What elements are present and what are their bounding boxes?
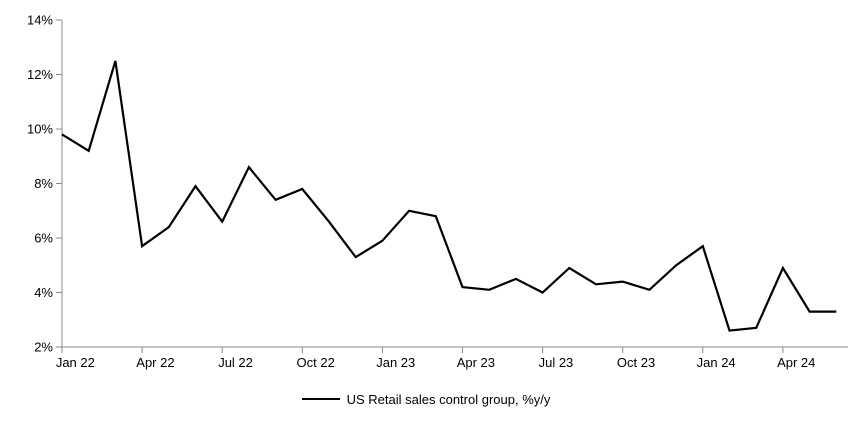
x-tick-label: Apr 24 xyxy=(777,355,815,370)
y-tick-label: 8% xyxy=(34,176,53,191)
x-tick-label: Jul 23 xyxy=(539,355,574,370)
legend-label: US Retail sales control group, %y/y xyxy=(346,391,551,407)
y-tick-label: 6% xyxy=(34,231,53,246)
legend-line-swatch xyxy=(301,398,340,400)
y-tick-label: 12% xyxy=(27,67,53,82)
data-line-series xyxy=(61,60,837,332)
x-tick-label: Jul 22 xyxy=(218,355,253,370)
legend: US Retail sales control group, %y/y xyxy=(0,389,852,409)
x-tick-label: Jan 24 xyxy=(697,355,736,370)
x-tick-label: Jan 22 xyxy=(56,355,95,370)
y-tick-label: 4% xyxy=(34,285,53,300)
x-tick-label: Oct 23 xyxy=(617,355,655,370)
x-tick-label: Apr 22 xyxy=(136,355,174,370)
y-tick-label: 10% xyxy=(27,122,53,137)
y-tick-label: 14% xyxy=(27,13,53,28)
x-tick-label: Apr 23 xyxy=(457,355,495,370)
x-tick-label: Oct 22 xyxy=(297,355,335,370)
x-tick-label: Jan 23 xyxy=(376,355,415,370)
y-tick-label: 2% xyxy=(34,340,53,355)
